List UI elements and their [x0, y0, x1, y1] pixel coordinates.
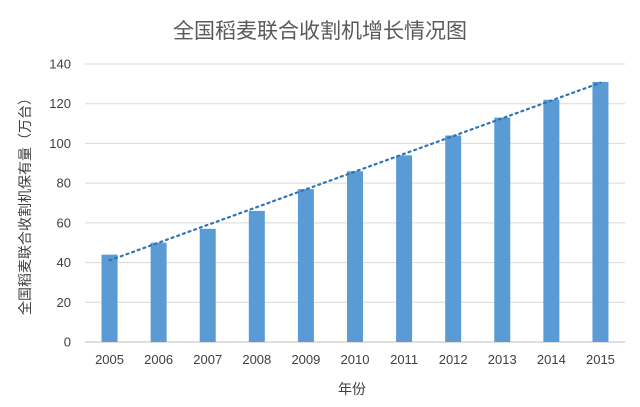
bar-2011	[396, 155, 413, 342]
trendline	[108, 81, 602, 262]
y-tick-label: 120	[49, 96, 71, 111]
x-tick-label: 2009	[291, 352, 320, 367]
bar-2008	[248, 210, 265, 342]
bar-2015	[592, 81, 609, 342]
y-tick-label: 60	[57, 215, 71, 230]
bar-2007	[199, 228, 216, 342]
bar-2006	[150, 242, 167, 342]
bar-2010	[347, 171, 363, 342]
x-tick-label: 2008	[242, 352, 271, 367]
y-axis-label: 全国稻麦联合收割机保有量（万台）	[17, 91, 34, 315]
y-tick-label: 40	[57, 255, 71, 270]
x-axis-ticks: 2005 2006 2007 2008 2009 2010 2011 2012 2013 2014…	[95, 352, 615, 367]
bar-2009	[297, 189, 314, 342]
x-tick-label: 2006	[144, 352, 173, 367]
y-tick-label: 0	[64, 335, 71, 350]
y-tick-label: 100	[49, 136, 71, 151]
y-tick-label: 20	[57, 295, 71, 310]
bar-2005	[101, 254, 118, 342]
x-tick-label: 2005	[95, 352, 124, 367]
x-tick-label: 2007	[193, 352, 222, 367]
x-tick-label: 2012	[439, 352, 468, 367]
bar-2013	[494, 117, 511, 342]
x-tick-label: 2011	[390, 352, 418, 367]
y-tick-label: 140	[49, 57, 71, 72]
bar-2014	[543, 99, 560, 342]
x-tick-label: 2015	[586, 352, 615, 367]
linear-trendline	[108, 81, 602, 262]
chart-title: 全国稻麦联合收割机增长情况图	[173, 19, 467, 43]
x-axis-label: 年份	[338, 382, 366, 398]
y-tick-label: 80	[57, 176, 71, 191]
bar-2012	[445, 135, 462, 342]
x-tick-label: 2013	[488, 352, 517, 367]
x-tick-label: 2014	[537, 352, 566, 367]
x-tick-label: 2010	[341, 352, 370, 367]
y-axis-ticks: 0 20 40 60 80 100 120 140	[49, 57, 71, 350]
bars	[101, 81, 609, 342]
